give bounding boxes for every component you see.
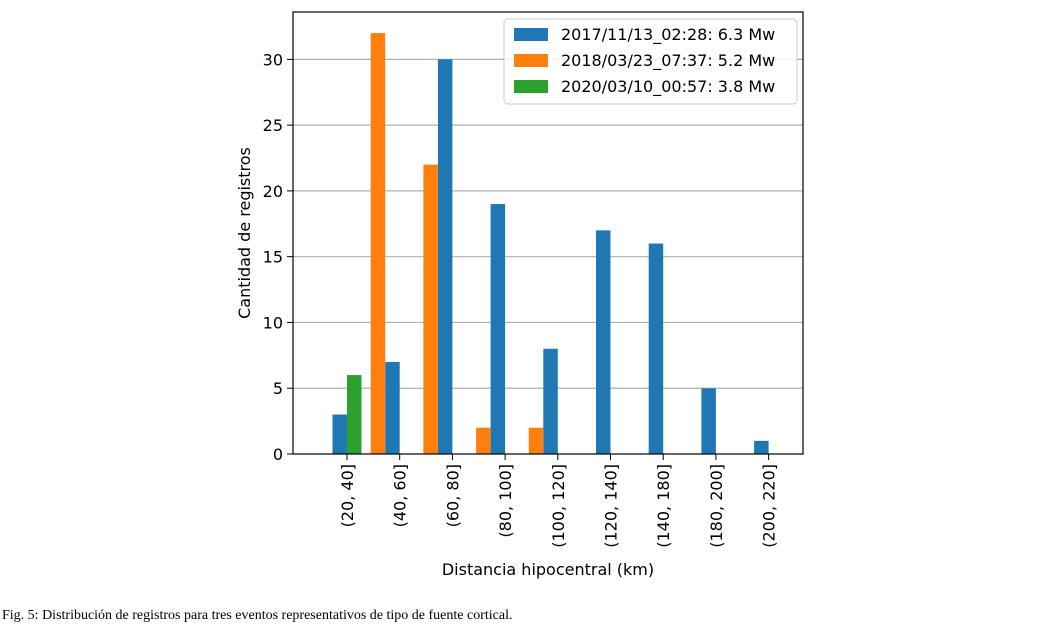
x-tick-label: (140, 180]	[654, 464, 673, 548]
grid-lines	[293, 58, 803, 389]
legend-label: 2018/03/23_07:37: 5.2 Mw	[561, 51, 775, 71]
y-tick-label: 15	[263, 248, 283, 267]
bars	[332, 33, 769, 455]
bar	[648, 243, 664, 454]
y-axis: 0 5 10 15 20 25 30	[263, 50, 293, 464]
y-tick-label: 30	[263, 50, 283, 69]
legend-swatch	[514, 80, 548, 93]
bar	[543, 348, 558, 454]
y-tick-label: 0	[273, 445, 283, 464]
legend-box	[503, 18, 798, 105]
legend-swatch	[514, 54, 548, 67]
x-tick-label: (100, 120]	[549, 464, 568, 548]
bar	[370, 33, 386, 455]
bar	[332, 414, 347, 454]
plot-frame	[292, 11, 804, 455]
x-tick-label: (80, 100]	[496, 464, 515, 538]
x-axis-label: Distancia hipocentral (km)	[442, 560, 654, 579]
x-tick-label: (60, 80]	[443, 464, 462, 527]
legend-label: 2017/11/13_02:28: 6.3 Mw	[561, 25, 775, 45]
figure-caption: Fig. 5: Distribución de registros para t…	[2, 608, 513, 623]
bar	[385, 361, 400, 454]
y-tick-label: 5	[273, 379, 283, 398]
bar	[437, 59, 453, 454]
x-tick-label: (120, 140]	[602, 464, 621, 548]
bar	[596, 230, 611, 454]
x-tick-label: (40, 60]	[391, 464, 410, 527]
bar	[701, 388, 716, 454]
legend-label: 2020/03/10_00:57: 3.8 Mw	[561, 77, 775, 97]
bar	[754, 440, 769, 454]
y-tick-label: 20	[263, 182, 283, 201]
x-tick-label: (200, 220]	[760, 464, 779, 548]
y-tick-label: 25	[263, 116, 283, 135]
y-tick-label: 10	[263, 313, 283, 332]
y-axis-label: Cantidad de registros	[235, 147, 254, 319]
x-tick-label: (180, 200]	[707, 464, 726, 548]
x-tick-label: (20, 40]	[338, 464, 357, 527]
legend-swatch	[514, 28, 548, 41]
bar-chart: 0 5 10 15 20 25 30 (20, 40] (40, 60] (60, 80] (80…	[235, 11, 804, 579]
bar	[476, 427, 491, 454]
bar	[347, 375, 362, 454]
bar	[423, 164, 438, 454]
bar	[528, 427, 544, 454]
bar	[490, 204, 506, 454]
x-axis: (20, 40] (40, 60] (60, 80] (80, 100] (100, 1…	[338, 454, 779, 548]
legend: 2017/11/13_02:28: 6.3 Mw 2018/03/23_07:37…	[503, 18, 798, 105]
